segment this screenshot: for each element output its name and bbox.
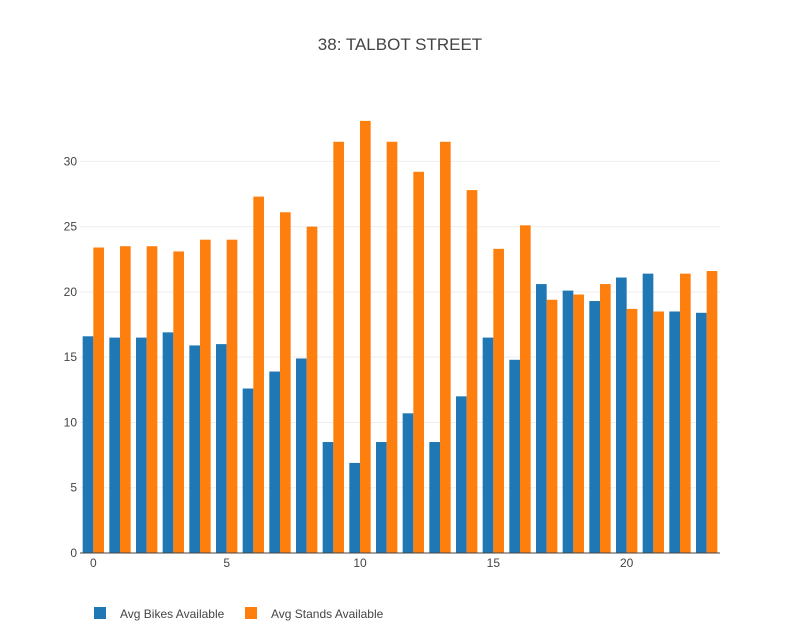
legend-swatch [245, 607, 257, 619]
bar-stands[interactable] [626, 308, 638, 553]
bar-stands[interactable] [546, 299, 558, 553]
bar-bikes[interactable] [562, 290, 574, 553]
bar-stands[interactable] [386, 141, 398, 553]
bar-bikes[interactable] [642, 273, 654, 553]
bar-stands[interactable] [466, 190, 478, 553]
legend-label: Avg Bikes Available [120, 607, 225, 621]
y-tick-label: 20 [64, 285, 78, 299]
bar-stands[interactable] [93, 247, 104, 553]
bar-stands[interactable] [653, 311, 664, 553]
x-tick-label: 10 [353, 556, 367, 570]
y-tick-label: 5 [70, 481, 77, 495]
bar-stands[interactable] [573, 294, 584, 553]
axes: 0 5 10 15 20 25 30 0 5 10 15 20 [64, 154, 720, 570]
bar-stands[interactable] [120, 246, 131, 553]
bar-bikes[interactable] [482, 337, 494, 553]
bar-bikes[interactable] [696, 312, 707, 553]
bar-bikes[interactable] [509, 359, 520, 553]
y-tick-label: 10 [64, 415, 78, 429]
y-tick-label: 30 [64, 154, 78, 168]
bar-stands[interactable] [600, 284, 611, 553]
chart-title: 38: TALBOT STREET [318, 35, 482, 54]
legend-item-bikes[interactable]: Avg Bikes Available [94, 607, 225, 621]
legend-label: Avg Stands Available [271, 607, 384, 621]
bar-bikes[interactable] [616, 277, 627, 553]
bar-stands[interactable] [146, 246, 158, 553]
x-tick-label: 15 [487, 556, 501, 570]
bar-bikes[interactable] [109, 337, 120, 553]
bar-bikes[interactable] [376, 442, 387, 553]
bar-stands[interactable] [360, 120, 371, 553]
x-tick-label: 0 [90, 556, 97, 570]
bar-stands[interactable] [306, 226, 318, 553]
bar-bikes[interactable] [322, 442, 334, 553]
y-tick-label: 25 [64, 220, 78, 234]
bar-stands[interactable] [226, 239, 238, 553]
legend-item-stands[interactable]: Avg Stands Available [245, 607, 384, 621]
bar-bikes[interactable] [269, 371, 280, 553]
x-tick-label: 5 [223, 556, 230, 570]
gridlines [80, 160, 720, 489]
bar-stands[interactable] [680, 273, 691, 553]
bar-bikes[interactable] [216, 344, 227, 553]
bar-bikes[interactable] [82, 336, 94, 553]
bar-bikes[interactable] [136, 337, 147, 553]
bar-bikes[interactable] [429, 442, 440, 553]
x-tick-label: 20 [620, 556, 634, 570]
bars [82, 120, 718, 554]
bar-stands[interactable] [253, 196, 264, 554]
bar-bikes[interactable] [296, 358, 307, 553]
bar-bikes[interactable] [402, 413, 414, 553]
bar-bikes[interactable] [536, 284, 547, 553]
bar-stands[interactable] [520, 225, 531, 553]
bar-bikes[interactable] [189, 345, 200, 553]
bar-stands[interactable] [173, 251, 184, 553]
bar-bikes[interactable] [349, 462, 360, 553]
bar-stands[interactable] [200, 239, 211, 553]
bar-stands[interactable] [333, 141, 344, 553]
y-tick-label: 0 [70, 546, 77, 560]
legend-swatch [94, 607, 106, 619]
bar-stands[interactable] [280, 212, 291, 553]
bar-stands[interactable] [440, 141, 451, 553]
bar-bikes[interactable] [162, 332, 174, 553]
bar-bikes[interactable] [589, 301, 600, 553]
y-tick-label: 15 [64, 350, 78, 364]
bar-bikes[interactable] [669, 311, 680, 553]
bar-bikes[interactable] [242, 388, 254, 553]
bar-bikes[interactable] [456, 396, 467, 553]
bar-stands[interactable] [413, 171, 424, 554]
bar-stands[interactable] [493, 248, 504, 553]
legend[interactable]: Avg Bikes Available Avg Stands Available [94, 607, 384, 621]
bar-stands[interactable] [706, 271, 718, 553]
